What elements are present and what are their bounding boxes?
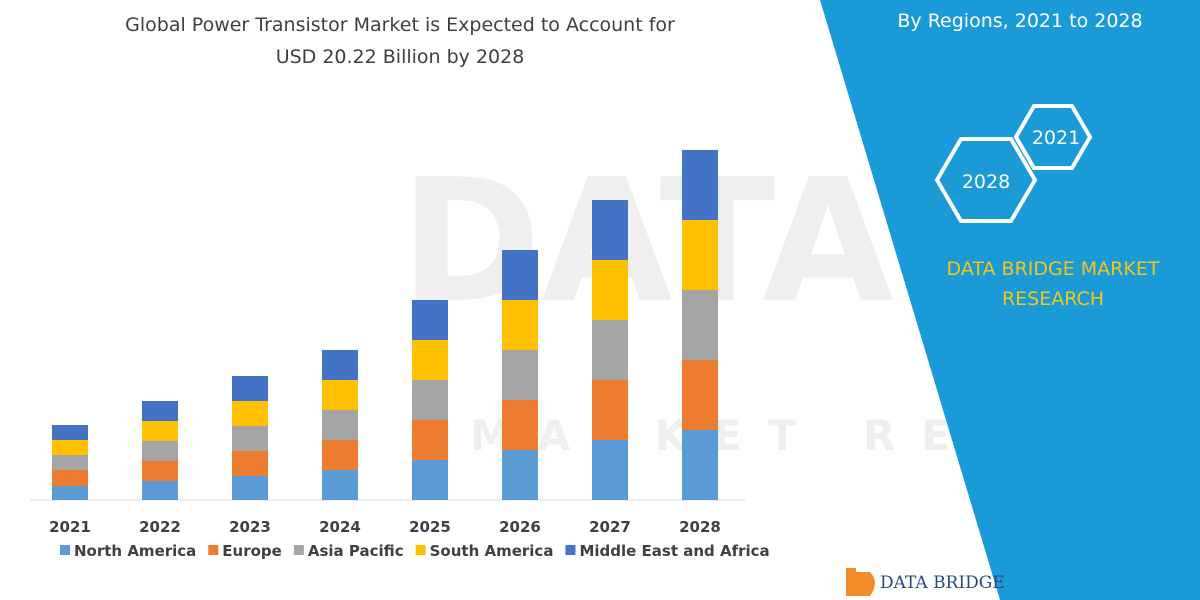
x-tick-label: 2026 <box>499 518 541 536</box>
bar-2022-series-2 <box>142 441 178 461</box>
bar-2024-series-0 <box>322 470 358 500</box>
bar-2028-series-1 <box>682 360 718 430</box>
x-tick-label: 2023 <box>229 518 271 536</box>
legend-swatch <box>415 545 426 555</box>
x-tick-labels: 2021 2022 2023 2024 2025 2026 2027 2028 <box>49 518 721 536</box>
bar-2026-series-4 <box>502 250 538 300</box>
x-tick-label: 2024 <box>319 518 361 536</box>
title-line-2: USD 20.22 Billion by 2028 <box>276 46 525 68</box>
bar-2025-series-0 <box>412 460 448 500</box>
legend-label: Asia Pacific <box>308 542 404 560</box>
bar-2023-series-2 <box>232 426 268 451</box>
bar-2027-series-0 <box>592 440 628 500</box>
brand-line-2: RESEARCH <box>1002 288 1104 310</box>
legend-label: South America <box>430 542 554 560</box>
bar-2021-series-0 <box>52 486 88 500</box>
logo-text: DATA BRIDGE <box>880 573 1005 593</box>
legend-label: North America <box>74 542 196 560</box>
bar-2027-series-4 <box>592 200 628 260</box>
legend-swatch <box>208 545 219 555</box>
plot-area: 2021 2022 2023 2024 2025 2026 2027 2028 <box>30 150 745 536</box>
legend-swatch <box>60 545 70 555</box>
bar-2022-series-0 <box>142 481 178 500</box>
bar-2025-series-1 <box>412 420 448 460</box>
bar-2028-series-3 <box>682 220 718 290</box>
x-tick-label: 2022 <box>139 518 181 536</box>
bar-2025-series-3 <box>412 340 448 380</box>
bar-2023-series-0 <box>232 476 268 500</box>
legend-label: Middle East and Africa <box>579 542 769 560</box>
bar-2026-series-1 <box>502 400 538 450</box>
bar-2028-series-0 <box>682 430 718 500</box>
hexagon-icon-2028: 2028 <box>934 137 1038 223</box>
legend: North America Europe Asia Pacific South Ame… <box>60 542 770 560</box>
bar-2024-series-1 <box>322 440 358 470</box>
bar-2022-series-3 <box>142 421 178 441</box>
legend-item: Europe <box>208 542 282 560</box>
legend-label: Europe <box>222 542 282 560</box>
bar-2027-series-1 <box>592 380 628 440</box>
legend-item: Asia Pacific <box>293 542 404 560</box>
side-panel-background <box>820 0 1200 600</box>
side-panel-title: By Regions, 2021 to 2028 <box>897 10 1142 32</box>
x-tick-label: 2025 <box>409 518 451 536</box>
bar-2024-series-4 <box>322 350 358 380</box>
legend-item: Middle East and Africa <box>565 542 770 560</box>
bar-2023-series-1 <box>232 451 268 476</box>
side-panel: By Regions, 2021 to 2028 2021 2028 DATA … <box>897 10 1159 310</box>
bar-2028-series-4 <box>682 150 718 220</box>
bars <box>52 150 718 500</box>
bar-2028-series-2 <box>682 290 718 360</box>
x-tick-label: 2027 <box>589 518 631 536</box>
brand-line-1: DATA BRIDGE MARKET <box>947 258 1160 280</box>
company-logo: DATA BRIDGE <box>846 568 1005 596</box>
hex-end-year: 2028 <box>962 171 1010 193</box>
bar-2021-series-4 <box>52 425 88 440</box>
bar-2022-series-4 <box>142 401 178 421</box>
hexagon-icon-2021: 2021 <box>1013 104 1093 170</box>
bar-2023-series-3 <box>232 401 268 426</box>
bar-2027-series-2 <box>592 320 628 380</box>
bar-2023-series-4 <box>232 376 268 401</box>
legend-item: South America <box>415 542 554 560</box>
bar-2021-series-3 <box>52 440 88 455</box>
x-tick-label: 2021 <box>49 518 91 536</box>
chart-title: Global Power Transistor Market is Expect… <box>125 14 675 68</box>
logo-icon <box>846 568 875 596</box>
legend-item: North America <box>60 542 196 560</box>
bar-2026-series-3 <box>502 300 538 350</box>
bar-2024-series-2 <box>322 410 358 440</box>
title-line-1: Global Power Transistor Market is Expect… <box>125 14 675 36</box>
x-tick-label: 2028 <box>679 518 721 536</box>
hex-start-year: 2021 <box>1032 127 1080 149</box>
bar-2021-series-1 <box>52 470 88 486</box>
bar-2025-series-2 <box>412 380 448 420</box>
legend-swatch <box>565 545 576 555</box>
bar-2021-series-2 <box>52 455 88 470</box>
bar-2026-series-2 <box>502 350 538 400</box>
bar-2026-series-0 <box>502 450 538 500</box>
bar-2025-series-4 <box>412 300 448 340</box>
bar-2024-series-3 <box>322 380 358 410</box>
bar-2022-series-1 <box>142 461 178 481</box>
bar-2027-series-3 <box>592 260 628 320</box>
legend-swatch <box>293 545 304 555</box>
